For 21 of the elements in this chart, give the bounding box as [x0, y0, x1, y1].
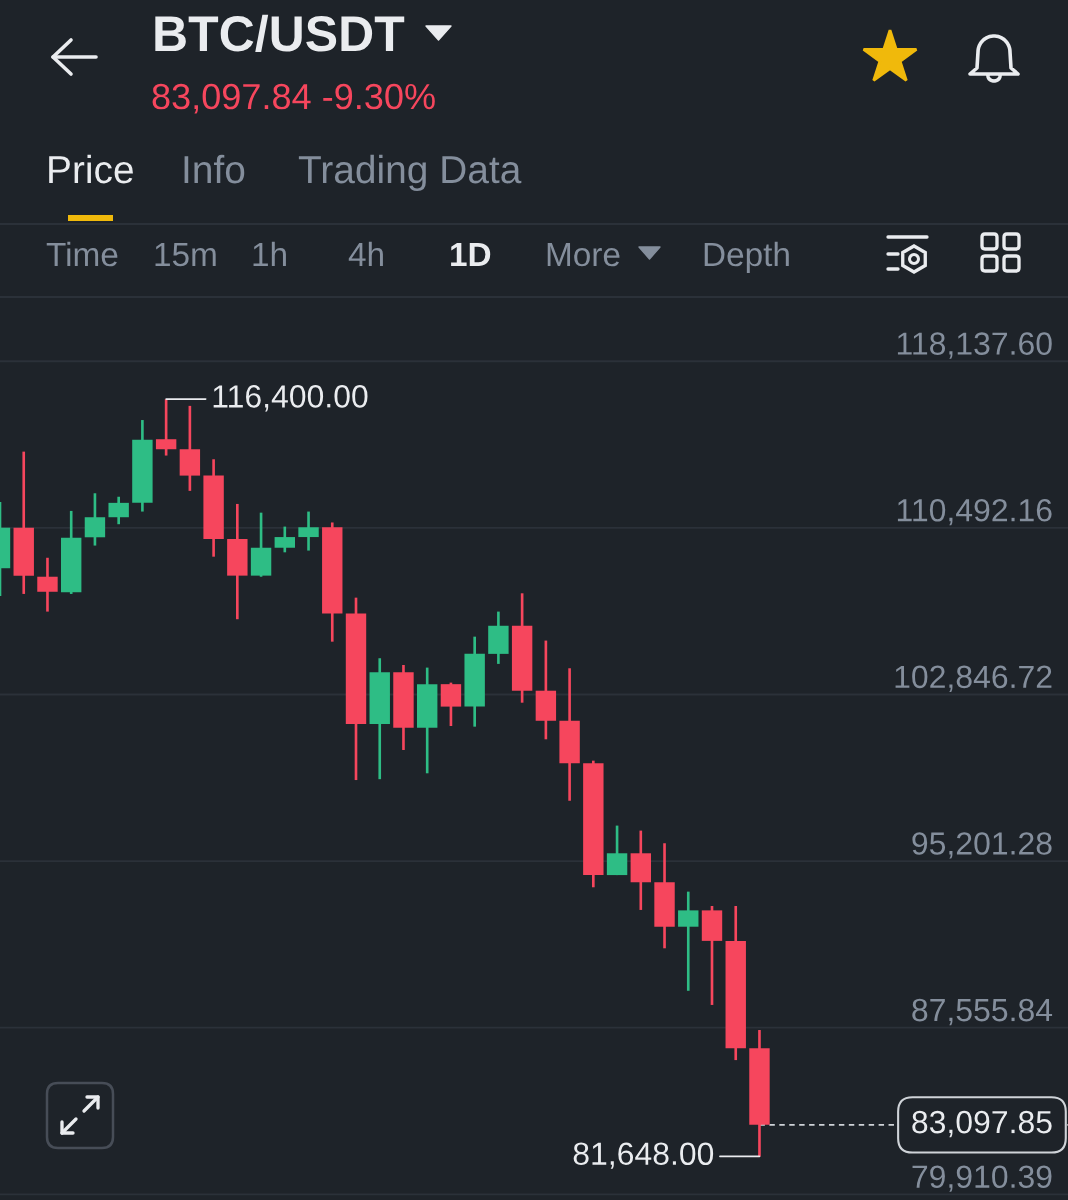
y-tick-label: 118,137.60	[897, 332, 1052, 359]
text: 4h	[348, 241, 383, 266]
text: 1D	[451, 243, 491, 266]
text: Time	[46, 241, 118, 267]
y-tick-label: 79,910.39	[912, 1165, 1052, 1192]
chart-title: BTC/USDT	[155, 14, 405, 52]
annotation: 116,400.00	[213, 385, 368, 412]
text: 15m	[155, 243, 216, 267]
y-tick-label: 95,201.28	[912, 832, 1052, 859]
ref-line-label: 83,097.85	[912, 1110, 1052, 1138]
chart-subtitle: 83,097.84 -9.30%	[152, 83, 435, 114]
text: Info	[184, 154, 245, 184]
text: 1h	[253, 241, 286, 266]
y-tick-label: 102,846.72	[895, 665, 1052, 692]
y-tick-label: 110,492.16	[897, 498, 1052, 526]
annotation: 81,648.00	[573, 1142, 714, 1169]
y-tick-label: 87,555.84	[912, 998, 1053, 1026]
text: More	[547, 243, 620, 267]
text: Trading Data	[298, 154, 522, 192]
text: Price	[49, 154, 133, 184]
text: Depth	[704, 241, 789, 273]
